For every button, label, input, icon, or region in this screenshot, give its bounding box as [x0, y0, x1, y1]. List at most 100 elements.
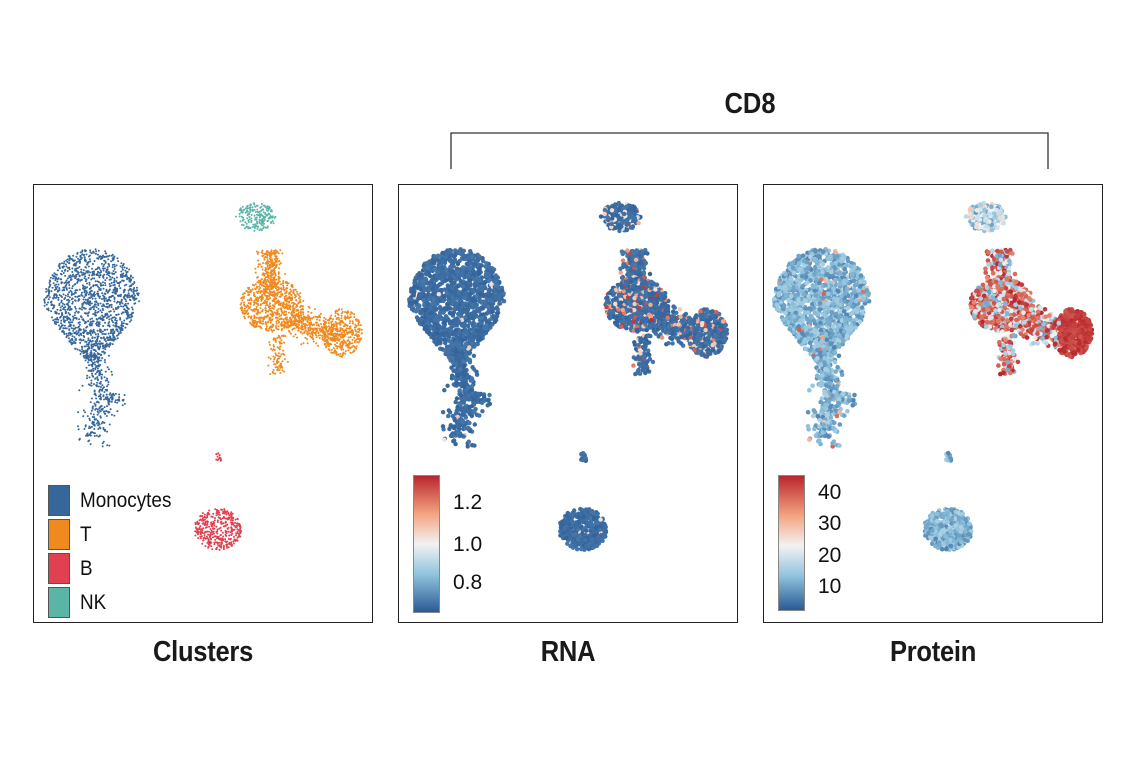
umap-point: [260, 289, 263, 292]
umap-point: [306, 332, 309, 335]
umap-point: [214, 541, 217, 544]
umap-point: [284, 317, 287, 319]
umap-point: [271, 270, 274, 273]
umap-point: [103, 421, 105, 424]
umap-point: [98, 256, 101, 259]
umap-point: [62, 262, 65, 265]
umap-point: [289, 316, 292, 319]
umap-point: [96, 345, 99, 348]
umap-point: [86, 350, 89, 353]
umap-point: [90, 412, 92, 415]
umap-point: [88, 274, 91, 277]
umap-point: [260, 223, 263, 226]
umap-point: [78, 274, 81, 277]
umap-point: [217, 452, 220, 455]
umap-point: [257, 259, 259, 262]
umap-point: [70, 327, 73, 330]
umap-point: [122, 399, 125, 402]
umap-point: [331, 320, 334, 323]
umap-point: [61, 314, 63, 317]
umap-point: [348, 342, 351, 345]
umap-point: [119, 295, 122, 298]
umap-point: [90, 350, 93, 352]
umap-point: [88, 419, 91, 422]
umap-point: [107, 354, 110, 357]
umap-point: [117, 260, 120, 263]
umap-point: [99, 330, 102, 333]
umap-point: [83, 277, 86, 280]
umap-point: [226, 510, 229, 513]
umap-point: [255, 218, 258, 221]
umap-point: [292, 304, 295, 307]
umap-point: [67, 312, 70, 314]
umap-point: [107, 274, 110, 277]
umap-point: [55, 294, 58, 297]
umap-point: [319, 312, 322, 315]
umap-point: [268, 309, 271, 312]
umap-point: [271, 326, 274, 328]
umap-point: [274, 292, 277, 295]
umap-point: [336, 328, 339, 331]
umap-point: [337, 313, 340, 316]
umap-point: [297, 321, 300, 324]
umap-point: [118, 326, 121, 329]
umap-point: [300, 343, 303, 346]
umap-point: [97, 424, 99, 427]
umap-point: [349, 346, 352, 349]
umap-point: [230, 514, 233, 517]
umap-point: [278, 260, 281, 262]
umap-point: [97, 401, 100, 404]
umap-point: [276, 282, 279, 285]
umap-point: [240, 302, 243, 304]
umap-point: [332, 347, 335, 350]
umap-point: [104, 388, 107, 391]
umap-point: [81, 346, 84, 349]
umap-point: [78, 349, 81, 352]
umap-point: [137, 292, 140, 295]
umap-point: [113, 255, 116, 258]
umap-point: [199, 518, 202, 521]
umap-point: [262, 272, 265, 275]
umap-point: [74, 306, 77, 308]
umap-point: [238, 209, 241, 212]
umap-point: [99, 288, 102, 290]
umap-point: [103, 297, 106, 300]
umap-point: [270, 329, 273, 332]
umap-point: [80, 268, 83, 271]
umap-point: [264, 309, 267, 312]
umap-point: [131, 276, 134, 279]
umap-point: [99, 274, 102, 277]
umap-point: [83, 285, 85, 288]
umap-point: [243, 301, 245, 304]
umap-point: [271, 260, 274, 263]
umap-point: [289, 332, 292, 335]
umap-point: [126, 323, 129, 326]
umap-point: [119, 331, 122, 334]
umap-point: [248, 213, 251, 216]
umap-point: [216, 528, 219, 531]
umap-point: [269, 290, 272, 293]
umap-point: [302, 299, 305, 302]
umap-point: [120, 262, 123, 265]
umap-point: [104, 250, 107, 253]
umap-point: [47, 294, 50, 297]
umap-point: [265, 262, 267, 265]
umap-point: [98, 286, 101, 289]
umap-point: [277, 355, 280, 358]
umap-point: [107, 270, 110, 273]
umap-point: [258, 220, 261, 223]
umap-point: [103, 256, 105, 258]
umap-point: [259, 286, 262, 289]
umap-point: [278, 312, 281, 315]
umap-point: [121, 268, 124, 271]
umap-point: [261, 255, 264, 257]
umap-point: [52, 282, 55, 285]
umap-point: [256, 281, 259, 284]
umap-point: [105, 393, 108, 396]
umap-point: [276, 319, 279, 322]
umap-point: [127, 307, 130, 310]
umap-point: [271, 315, 274, 318]
umap-point: [273, 294, 276, 297]
umap-point: [108, 399, 111, 401]
umap-point: [334, 321, 337, 323]
